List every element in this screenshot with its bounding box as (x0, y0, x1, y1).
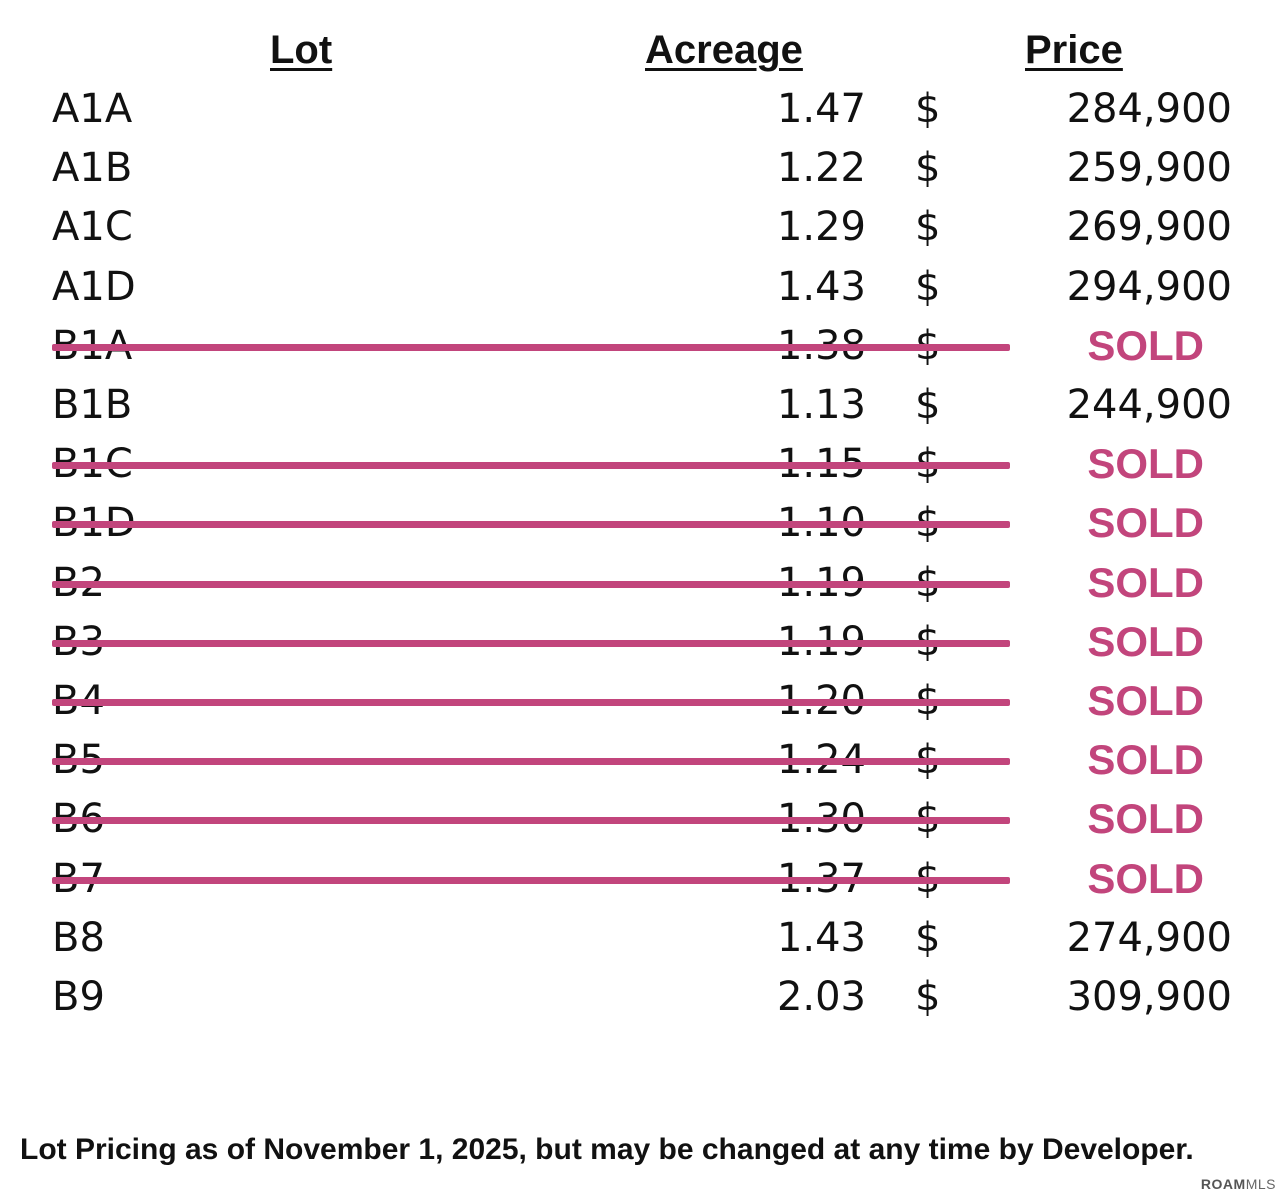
table-row: A1D 1.43 $294,900 (0, 258, 1280, 316)
table-row: B71.37$SOLD (0, 850, 1280, 908)
lot-id: A1C (52, 204, 133, 251)
table-row: A1A 1.47 $284,900 (0, 80, 1280, 138)
sold-label: SOLD (1087, 499, 1204, 547)
lot-price: 244,900 (1066, 382, 1232, 428)
strikethrough-line (52, 580, 1010, 588)
table-row: B1B 1.13 $244,900 (0, 376, 1280, 434)
table-row: B9 2.03 $309,900 (0, 968, 1280, 1026)
sold-label: SOLD (1087, 854, 1204, 902)
sold-label: SOLD (1087, 795, 1204, 843)
table-row: B61.30$SOLD (0, 790, 1280, 848)
lot-price: 259,900 (1066, 145, 1232, 192)
sold-label: SOLD (1087, 677, 1204, 724)
lot-acreage: 1.13 (776, 382, 866, 428)
table-row: A1B 1.22 $259,900 (0, 139, 1280, 197)
table-row: B8 1.43 $274,900 (0, 909, 1280, 967)
strikethrough-line (52, 521, 1010, 529)
lot-acreage: 1.43 (776, 263, 866, 310)
strikethrough-line (52, 462, 1010, 470)
price-column-header: Price (1025, 28, 1123, 72)
lot-acreage: 1.29 (776, 204, 866, 251)
lot-acreage: 1.47 (776, 86, 866, 132)
sold-label: SOLD (1087, 617, 1204, 665)
table-row: B31.19$SOLD (0, 613, 1280, 671)
lot-id: A1D (52, 263, 136, 310)
strikethrough-line (52, 639, 1010, 647)
lot-price: 269,900 (1066, 204, 1232, 251)
strikethrough-line (52, 699, 1010, 706)
strikethrough-line (52, 343, 1010, 351)
strikethrough-line (52, 876, 1010, 884)
table-row: B41.20$SOLD (0, 672, 1280, 730)
acreage-column-header: Acreage (645, 28, 803, 72)
pricing-disclaimer: Lot Pricing as of November 1, 2025, but … (20, 1133, 1194, 1166)
currency-symbol: $ (915, 204, 941, 251)
lot-id: B1B (52, 382, 133, 428)
lot-id: A1A (52, 86, 133, 132)
lot-price: 294,900 (1066, 263, 1232, 310)
table-row: B21.19$SOLD (0, 554, 1280, 612)
sold-label: SOLD (1087, 440, 1204, 488)
lot-column-header: Lot (270, 28, 333, 72)
currency-symbol: $ (915, 263, 941, 310)
roam-mls-watermark: ROAMMLS (1200, 1176, 1276, 1192)
lot-price: 309,900 (1066, 974, 1232, 1020)
lot-id: A1B (52, 145, 133, 192)
lot-acreage: 1.22 (776, 145, 866, 192)
sold-label: SOLD (1087, 321, 1204, 369)
lot-id: B9 (52, 974, 105, 1020)
currency-symbol: $ (915, 914, 941, 961)
currency-symbol: $ (915, 382, 941, 428)
currency-symbol: $ (915, 86, 941, 132)
sold-label: SOLD (1087, 558, 1204, 606)
currency-symbol: $ (915, 145, 941, 192)
strikethrough-line (52, 817, 1010, 825)
table-row: A1C 1.29 $269,900 (0, 198, 1280, 256)
lot-id: B8 (52, 914, 105, 961)
strikethrough-line (52, 758, 1010, 766)
table-row: B51.24$SOLD (0, 731, 1280, 789)
lot-acreage: 2.03 (776, 974, 866, 1020)
lot-price: 274,900 (1066, 914, 1232, 961)
currency-symbol: $ (915, 974, 941, 1020)
lot-acreage: 1.43 (776, 914, 866, 961)
lot-price: 284,900 (1066, 86, 1232, 132)
sold-label: SOLD (1087, 736, 1204, 784)
